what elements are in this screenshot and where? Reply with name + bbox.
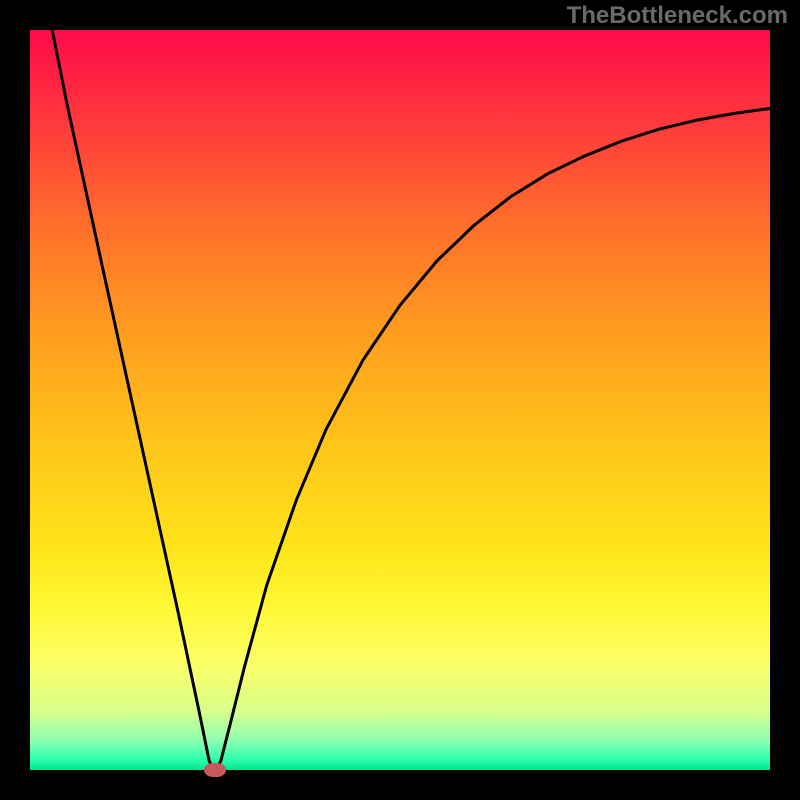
watermark-text: TheBottleneck.com <box>567 2 788 30</box>
plot-frame <box>30 30 770 770</box>
bottleneck-curve <box>30 30 770 770</box>
minimum-marker <box>204 763 226 777</box>
